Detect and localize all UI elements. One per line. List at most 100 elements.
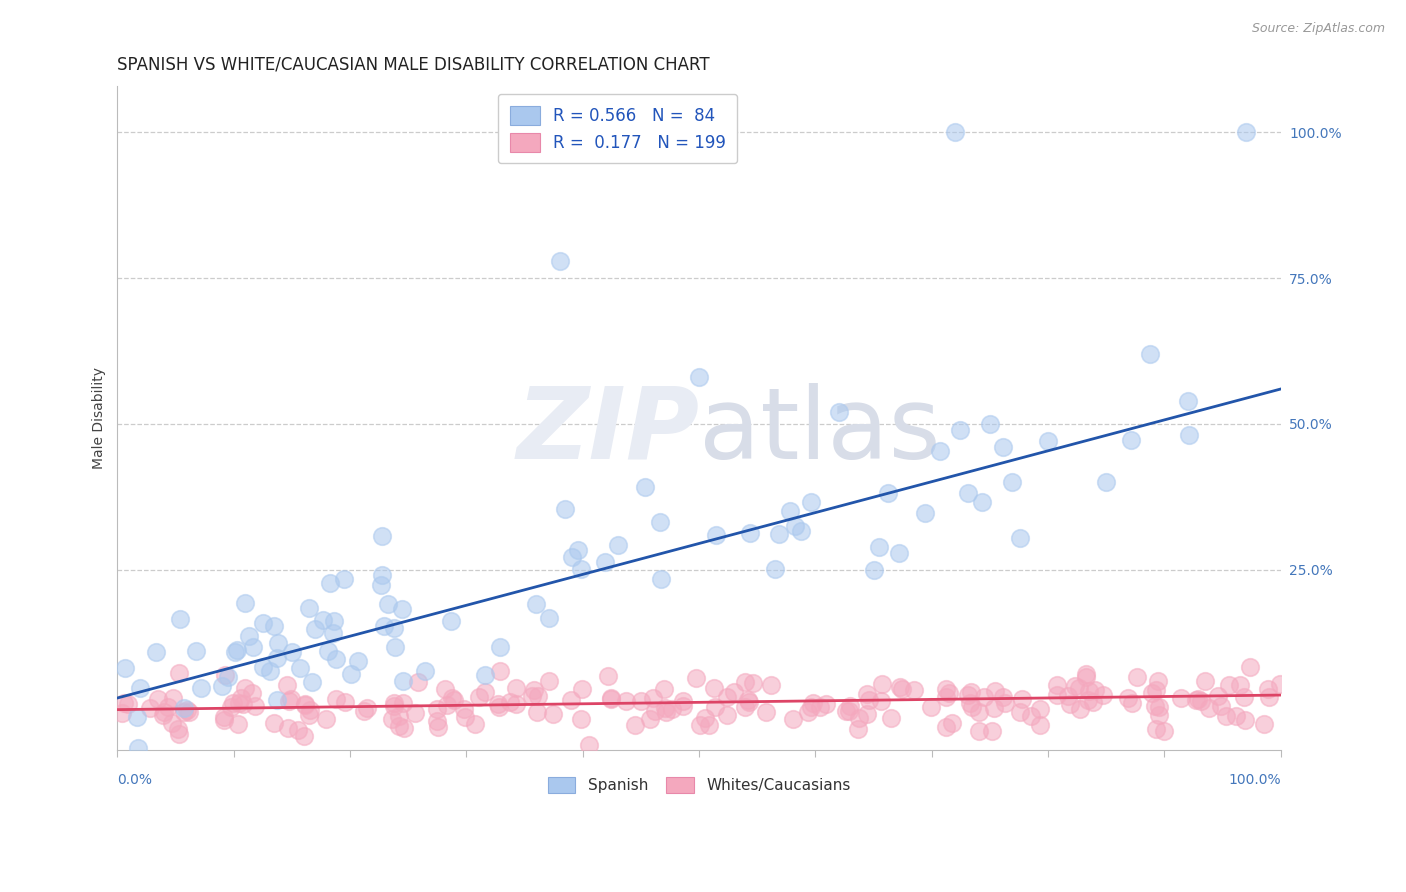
Point bbox=[991, 690, 1014, 704]
Point bbox=[443, 692, 465, 706]
Point bbox=[1001, 475, 1024, 489]
Point bbox=[1177, 393, 1199, 408]
Point bbox=[217, 669, 239, 683]
Point bbox=[1077, 693, 1099, 707]
Point bbox=[734, 675, 756, 690]
Point bbox=[173, 700, 195, 714]
Point bbox=[856, 687, 879, 701]
Point bbox=[1119, 433, 1142, 447]
Point bbox=[868, 540, 890, 554]
Point bbox=[655, 706, 678, 720]
Point bbox=[489, 640, 512, 654]
Point bbox=[526, 705, 548, 719]
Point bbox=[392, 721, 415, 735]
Point bbox=[689, 718, 711, 732]
Point bbox=[554, 502, 576, 516]
Point bbox=[569, 562, 592, 576]
Point bbox=[983, 700, 1005, 714]
Point bbox=[973, 690, 995, 704]
Point bbox=[382, 699, 405, 714]
Point bbox=[1126, 670, 1149, 684]
Point bbox=[266, 651, 288, 665]
Point bbox=[406, 674, 429, 689]
Point bbox=[387, 709, 409, 723]
Point bbox=[1008, 531, 1031, 545]
Point bbox=[914, 506, 936, 520]
Point bbox=[876, 485, 898, 500]
Point bbox=[232, 698, 254, 712]
Point bbox=[1095, 475, 1118, 490]
Point bbox=[537, 673, 560, 688]
Point bbox=[292, 729, 315, 743]
Point bbox=[1084, 683, 1107, 698]
Point bbox=[560, 692, 582, 706]
Point bbox=[266, 692, 288, 706]
Point bbox=[371, 528, 394, 542]
Point bbox=[614, 693, 637, 707]
Point bbox=[371, 567, 394, 582]
Point bbox=[737, 693, 759, 707]
Point bbox=[413, 664, 436, 678]
Point bbox=[212, 713, 235, 727]
Point bbox=[848, 711, 870, 725]
Point bbox=[252, 660, 274, 674]
Text: atlas: atlas bbox=[699, 383, 941, 480]
Point bbox=[111, 706, 134, 721]
Point bbox=[858, 693, 880, 707]
Point bbox=[225, 643, 247, 657]
Point bbox=[167, 722, 190, 736]
Point bbox=[127, 740, 149, 755]
Point bbox=[738, 694, 761, 708]
Point bbox=[838, 699, 860, 714]
Point bbox=[214, 668, 236, 682]
Point bbox=[838, 705, 860, 719]
Point bbox=[967, 724, 990, 739]
Point bbox=[600, 692, 623, 706]
Point bbox=[522, 689, 544, 703]
Point bbox=[537, 611, 560, 625]
Point bbox=[734, 699, 756, 714]
Point bbox=[994, 696, 1017, 710]
Point bbox=[1187, 692, 1209, 706]
Point bbox=[1153, 724, 1175, 739]
Point bbox=[226, 717, 249, 731]
Point bbox=[505, 681, 527, 695]
Point bbox=[1149, 707, 1171, 722]
Point bbox=[238, 629, 260, 643]
Point bbox=[145, 645, 167, 659]
Point bbox=[1147, 700, 1170, 714]
Point bbox=[1078, 684, 1101, 698]
Point bbox=[1029, 718, 1052, 732]
Point bbox=[960, 700, 983, 714]
Point bbox=[983, 684, 1005, 698]
Point bbox=[624, 717, 647, 731]
Point bbox=[176, 703, 198, 717]
Point bbox=[1143, 698, 1166, 713]
Point bbox=[505, 698, 527, 712]
Point bbox=[162, 690, 184, 705]
Point bbox=[112, 697, 135, 711]
Point bbox=[938, 686, 960, 700]
Point bbox=[979, 417, 1001, 431]
Point bbox=[152, 708, 174, 723]
Point bbox=[439, 614, 461, 628]
Point bbox=[1121, 696, 1143, 710]
Point bbox=[373, 619, 395, 633]
Point bbox=[391, 602, 413, 616]
Point bbox=[1225, 708, 1247, 723]
Point bbox=[879, 711, 901, 725]
Point bbox=[890, 682, 912, 697]
Point bbox=[233, 596, 256, 610]
Point bbox=[863, 563, 886, 577]
Text: 100.0%: 100.0% bbox=[1229, 773, 1281, 788]
Point bbox=[287, 723, 309, 737]
Point bbox=[672, 699, 695, 714]
Point bbox=[382, 621, 405, 635]
Point bbox=[222, 696, 245, 710]
Point bbox=[685, 671, 707, 685]
Point bbox=[648, 515, 671, 529]
Point bbox=[128, 681, 150, 695]
Point bbox=[340, 666, 363, 681]
Point bbox=[454, 710, 477, 724]
Point bbox=[148, 691, 170, 706]
